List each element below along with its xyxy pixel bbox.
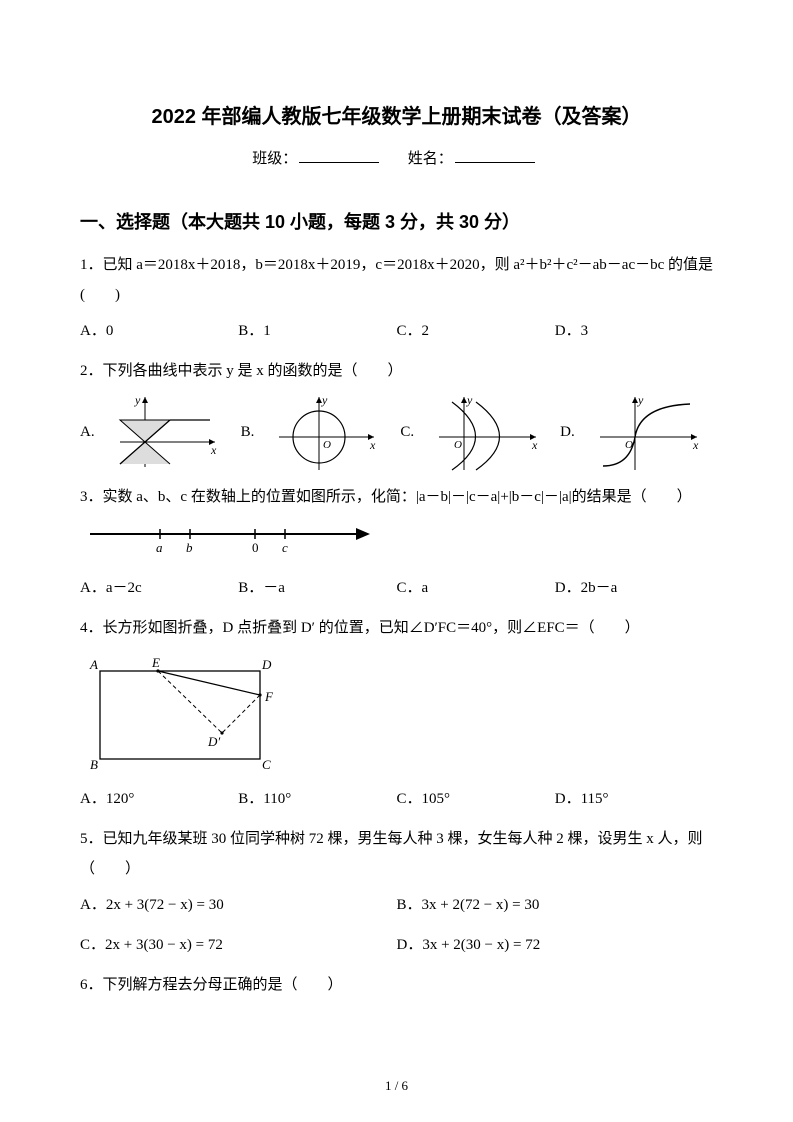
q3-option-a[interactable]: A．a－2c (80, 573, 238, 603)
svg-text:0: 0 (252, 540, 259, 555)
class-label: 班级： (252, 151, 297, 167)
q5-option-c[interactable]: C．2x + 3(30 − x) = 72 (80, 930, 397, 960)
q2-graph-a[interactable]: x y O (115, 392, 225, 472)
q2-text: 2．下列各曲线中表示 y 是 x 的函数的是（ ） (80, 356, 713, 386)
q5-options-row1: A．2x + 3(72 − x) = 30 B．3x + 2(72 − x) =… (80, 890, 713, 920)
q6-text: 6．下列解方程去分母正确的是（ ） (80, 970, 713, 1000)
q2-graphs: A. x y O B. x y O C. (80, 392, 713, 472)
svg-text:c: c (282, 540, 288, 555)
q2-label-b: B. (241, 424, 255, 441)
q4-options: A．120° B．110° C．105° D．115° (80, 784, 713, 814)
svg-text:x: x (210, 443, 217, 457)
name-label: 姓名： (408, 151, 453, 167)
exam-page: 2022 年部编人教版七年级数学上册期末试卷（及答案） 班级： 姓名： 一、选择… (0, 0, 793, 1122)
q5-option-d[interactable]: D．3x + 2(30 − x) = 72 (397, 930, 714, 960)
q3-option-c[interactable]: C．a (397, 573, 555, 603)
q2-label-d: D. (560, 424, 575, 441)
q3-text-post: 的结果是（ ） (572, 489, 692, 505)
q2-graph-c[interactable]: x y O (434, 392, 544, 472)
svg-text:A: A (89, 657, 98, 672)
svg-text:F: F (264, 689, 274, 704)
q1-text: 1．已知 a＝2018x＋2018，b＝2018x＋2019，c＝2018x＋2… (80, 250, 713, 310)
q3-expr: |a－b|－|c－a|+|b－c|－|a| (416, 489, 572, 505)
q5-option-a[interactable]: A．2x + 3(72 − x) = 30 (80, 890, 397, 920)
q4-option-b[interactable]: B．110° (238, 784, 396, 814)
svg-text:C: C (262, 757, 271, 771)
svg-text:y: y (637, 393, 644, 407)
svg-text:D: D (261, 657, 272, 672)
svg-text:B: B (90, 757, 98, 771)
q4-option-d[interactable]: D．115° (555, 784, 713, 814)
q2-label-a: A. (80, 424, 95, 441)
q3-option-b[interactable]: B．－a (238, 573, 396, 603)
q2-label-c: C. (400, 424, 414, 441)
svg-text:y: y (466, 393, 473, 407)
q2-graph-d[interactable]: x y O (595, 392, 705, 472)
q1-options: A．0 B．1 C．2 D．3 (80, 316, 713, 346)
svg-text:x: x (531, 438, 538, 452)
svg-text:x: x (692, 438, 699, 452)
q3-text: 3．实数 a、b、c 在数轴上的位置如图所示，化简：|a－b|－|c－a|+|b… (80, 482, 713, 512)
svg-text:y: y (134, 393, 141, 407)
svg-text:E: E (151, 655, 160, 670)
svg-text:x: x (369, 438, 376, 452)
q5-options-row2: C．2x + 3(30 − x) = 72 D．3x + 2(30 − x) =… (80, 930, 713, 960)
q2-graph-b[interactable]: x y O (274, 392, 384, 472)
q4-figure: A D B C E F D′ (80, 651, 713, 776)
svg-text:a: a (156, 540, 163, 555)
q3-text-pre: 3．实数 a、b、c 在数轴上的位置如图所示，化简： (80, 489, 416, 505)
q3-options: A．a－2c B．－a C．a D．2b－a (80, 573, 713, 603)
q3-option-d[interactable]: D．2b－a (555, 573, 713, 603)
svg-text:y: y (321, 393, 328, 407)
svg-text:O: O (323, 439, 331, 451)
q1-option-a[interactable]: A．0 (80, 316, 238, 346)
page-footer: 1 / 6 (0, 1078, 793, 1094)
section-1-heading: 一、选择题（本大题共 10 小题，每题 3 分，共 30 分） (80, 208, 713, 234)
q4-option-c[interactable]: C．105° (397, 784, 555, 814)
svg-text:b: b (186, 540, 193, 555)
svg-text:D′: D′ (207, 734, 220, 749)
name-blank[interactable] (455, 148, 535, 163)
student-meta: 班级： 姓名： (80, 147, 713, 168)
q4-option-a[interactable]: A．120° (80, 784, 238, 814)
q4-text: 4．长方形如图折叠，D 点折叠到 D′ 的位置，已知∠D′FC＝40°，则∠EF… (80, 613, 713, 643)
q1-option-c[interactable]: C．2 (397, 316, 555, 346)
page-title: 2022 年部编人教版七年级数学上册期末试卷（及答案） (80, 100, 713, 129)
q5-option-b[interactable]: B．3x + 2(72 − x) = 30 (397, 890, 714, 920)
q3-number-line: a b 0 c (80, 520, 713, 561)
q1-option-d[interactable]: D．3 (555, 316, 713, 346)
class-blank[interactable] (299, 148, 379, 163)
q5-text: 5．已知九年级某班 30 位同学种树 72 棵，男生每人种 3 棵，女生每人种 … (80, 824, 713, 884)
q1-option-b[interactable]: B．1 (238, 316, 396, 346)
svg-text:O: O (454, 439, 462, 451)
